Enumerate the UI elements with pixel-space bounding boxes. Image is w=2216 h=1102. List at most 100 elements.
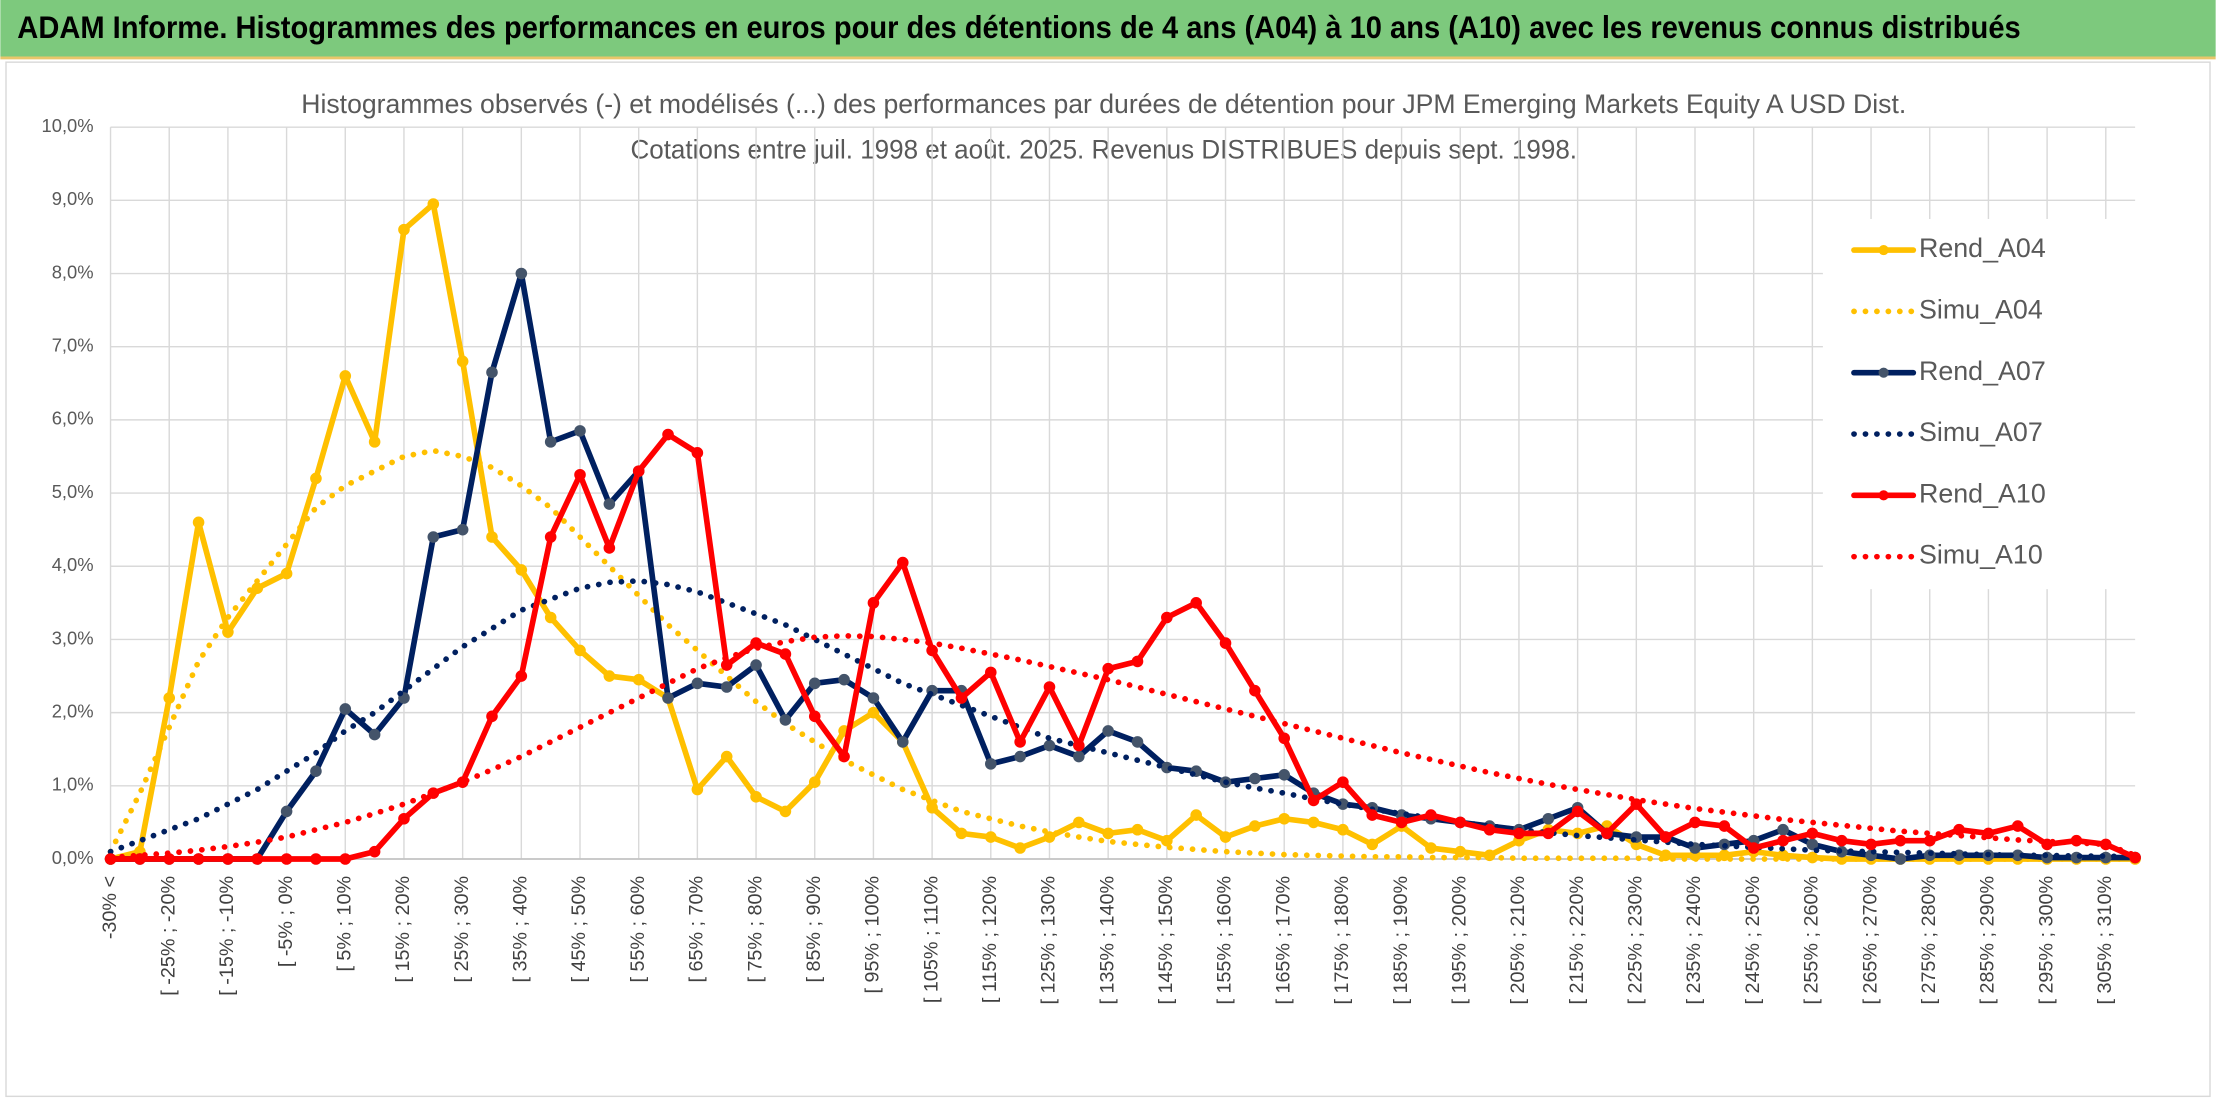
data-point [1131, 736, 1144, 748]
data-point [1102, 662, 1114, 675]
data-point [1073, 750, 1085, 763]
data-point [1131, 823, 1144, 836]
data-point [427, 531, 440, 543]
data-point [310, 853, 322, 865]
data-point [808, 776, 821, 788]
data-point [1425, 842, 1437, 854]
data-point [896, 736, 909, 748]
y-tick-label: 10,0% [42, 115, 94, 136]
header-title: ADAM Informe. Histogrammes des performan… [17, 10, 2020, 45]
y-tick-label: 3,0% [52, 627, 94, 648]
x-tick-label: [ 145% ; 150% [1155, 876, 1177, 1005]
x-tick-label: [ 5% ; 10% [334, 876, 356, 972]
data-point [1454, 816, 1467, 829]
data-point [1777, 834, 1789, 847]
y-tick-label: 9,0% [52, 188, 94, 209]
legend-marker [1878, 367, 1889, 378]
data-point [1425, 809, 1437, 821]
data-point [456, 523, 469, 536]
x-tick-label: [ 215% ; 220% [1566, 876, 1588, 1005]
legend-marker [1878, 490, 1889, 501]
data-point [1630, 798, 1643, 810]
x-tick-label: [ 75% ; 80% [744, 876, 766, 983]
data-line [107, 431, 2138, 862]
data-point [985, 758, 997, 770]
data-point [1923, 834, 1936, 847]
y-tick-label: 5,0% [52, 481, 94, 502]
y-tick-label: 8,0% [52, 261, 94, 282]
data-point [1014, 736, 1026, 748]
x-tick-label: [ -25% ; -20% [157, 876, 179, 996]
x-tick-label: -30% < [99, 876, 121, 939]
data-point [1337, 776, 1349, 788]
data-point [456, 355, 469, 368]
x-tick-label: [ 295% ; 300% [2035, 876, 2057, 1005]
series [107, 447, 2138, 862]
x-tick-label: [ 205% ; 210% [1507, 876, 1529, 1005]
data-point [310, 765, 322, 777]
data-point [1542, 812, 1555, 825]
series [104, 428, 2141, 865]
data-point [1249, 772, 1261, 785]
data-point [1718, 820, 1731, 832]
data-point [1395, 816, 1408, 829]
x-tick-label: [ 305% ; 310% [2094, 876, 2116, 1005]
data-point [1718, 849, 1731, 862]
y-tick-label: 6,0% [52, 408, 94, 429]
data-point [1777, 823, 1789, 836]
x-tick-label: [ 25% ; 30% [451, 876, 473, 983]
data-point [1806, 827, 1819, 840]
data-point [574, 425, 586, 437]
data-point [1102, 725, 1114, 737]
data-point [544, 436, 557, 448]
data-point [339, 703, 352, 715]
x-tick-label: [ 45% ; 50% [568, 876, 590, 983]
data-point [955, 692, 968, 704]
data-point [926, 644, 938, 657]
data-point [1307, 794, 1320, 807]
data-point [1747, 842, 1760, 854]
data-point [192, 853, 205, 865]
data-point [691, 677, 704, 690]
x-tick-label: [ 245% ; 250% [1742, 876, 1764, 1005]
data-point [1278, 812, 1291, 825]
data-point [603, 670, 616, 682]
legend-label: Simu_A07 [1919, 417, 2043, 447]
data-point [427, 198, 440, 210]
data-point [1014, 750, 1026, 763]
data-point [662, 428, 674, 441]
x-tick-label: [ 135% ; 140% [1096, 876, 1118, 1005]
chart-title: Histogrammes observés (-) et modélisés (… [301, 89, 1906, 119]
data-point [1073, 816, 1085, 829]
data-point [280, 567, 293, 580]
chart: Histogrammes observés (-) et modélisés (… [42, 89, 2141, 1005]
legend: Rend_A04 Simu_A04 Rend_A07 Simu_A07 Rend_A10… [1822, 218, 2137, 590]
y-tick-label: 7,0% [52, 335, 94, 356]
data-point [280, 853, 293, 865]
x-tick-label: [ 155% ; 160% [1214, 876, 1236, 1005]
data-point [1806, 838, 1819, 851]
data-point [1307, 816, 1320, 829]
data-point [985, 666, 997, 679]
data-point [662, 692, 674, 704]
y-tick-label: 0,0% [52, 847, 94, 868]
data-point [515, 670, 528, 682]
legend-label: Rend_A10 [1919, 478, 2046, 508]
data-point [1571, 805, 1584, 818]
data-point [779, 714, 792, 726]
x-tick-label: [ 265% ; 270% [1859, 876, 1881, 1005]
data-point [1190, 597, 1202, 609]
legend-label: Simu_A10 [1919, 540, 2043, 570]
data-point [1894, 853, 1907, 865]
data-point [2011, 820, 2024, 832]
data-point [985, 831, 997, 843]
legend-label: Simu_A04 [1919, 294, 2043, 324]
data-point [574, 468, 586, 481]
data-point [779, 648, 792, 660]
data-point [1043, 681, 1056, 693]
data-point [398, 223, 410, 236]
x-tick-label: [ -5% ; 0% [275, 876, 297, 967]
x-tick-label: [ 255% ; 260% [1801, 876, 1823, 1005]
y-tick-label: 4,0% [52, 554, 94, 575]
data-point [1483, 823, 1496, 836]
